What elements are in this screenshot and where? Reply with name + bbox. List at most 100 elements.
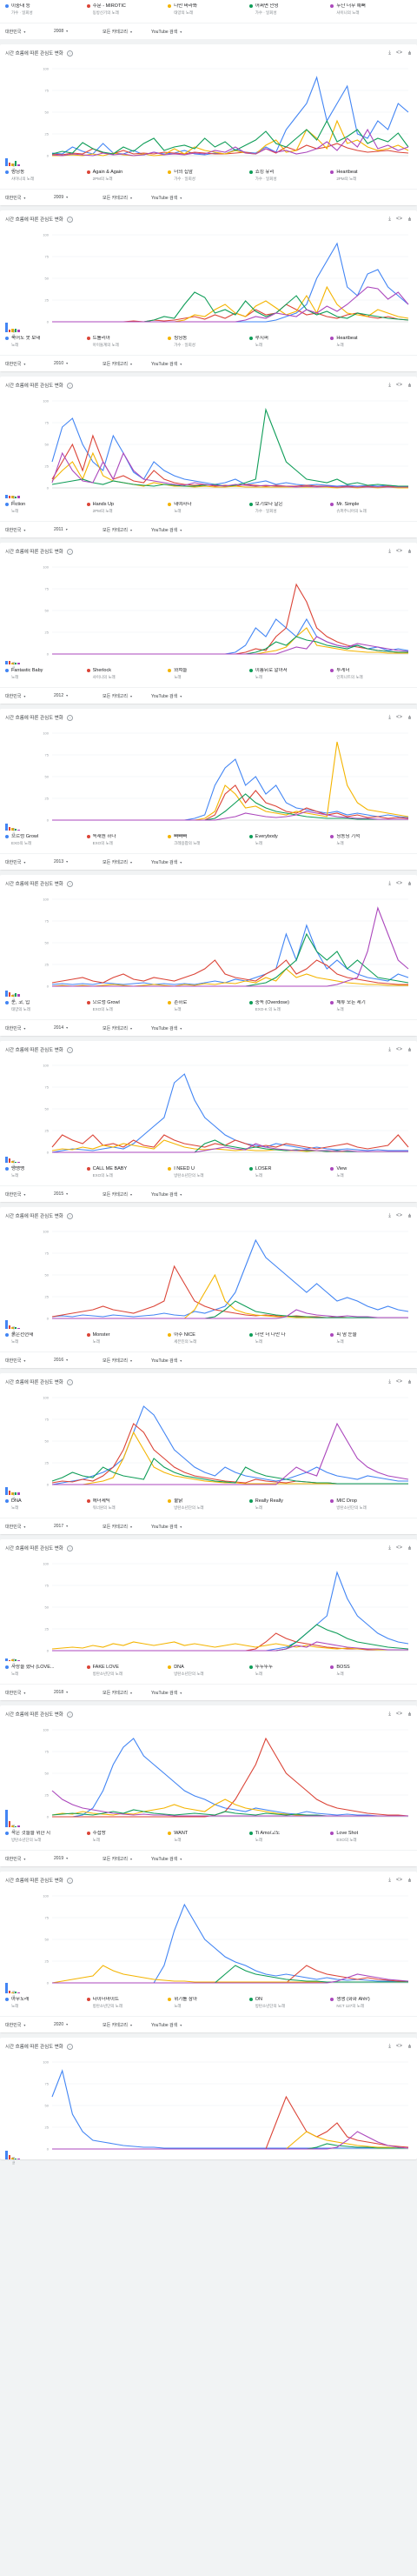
- search-term[interactable]: Heartbeat 2PM의 노래: [330, 170, 412, 189]
- search-term[interactable]: 눈, 코, 입 태양의 노래: [5, 1000, 87, 1019]
- help-icon[interactable]: ?: [66, 1877, 73, 1884]
- search-term[interactable]: Fantastic Baby 노래: [5, 668, 87, 687]
- series-line[interactable]: [52, 1571, 409, 1652]
- search-term[interactable]: 뚜두뚜두 노래: [248, 1665, 331, 1684]
- source-select[interactable]: YouTube 검색 ▾: [151, 1358, 182, 1364]
- series-line[interactable]: [51, 2069, 408, 2149]
- year-select[interactable]: 2009 ▾: [54, 195, 69, 200]
- search-term[interactable]: Hands Up 2PM의 노래: [86, 502, 169, 521]
- download-icon[interactable]: ⤓: [388, 548, 391, 554]
- series-line[interactable]: [52, 304, 409, 323]
- region-select[interactable]: 대한민국 ▾: [5, 1856, 26, 1862]
- series-line[interactable]: [52, 2131, 409, 2150]
- category-select[interactable]: 모든 카테고리 ▾: [103, 195, 133, 201]
- search-term[interactable]: I NEED U 방탄소년단의 노래: [168, 1166, 249, 1185]
- search-term[interactable]: 이중대 등 가수 · 일회성: [5, 3, 87, 23]
- embed-icon[interactable]: <>: [395, 714, 402, 720]
- embed-icon[interactable]: <>: [395, 1711, 402, 1717]
- help-icon[interactable]: ?: [66, 2043, 73, 2050]
- search-term[interactable]: 링딩동 가수 · 일회성: [168, 336, 249, 355]
- search-term[interactable]: 주접방 노래: [86, 1831, 169, 1850]
- series-line[interactable]: [51, 968, 408, 987]
- download-icon[interactable]: ⤓: [388, 1212, 391, 1218]
- source-select[interactable]: YouTube 검색 ▾: [151, 1191, 182, 1198]
- region-select[interactable]: 대한민국 ▾: [5, 29, 26, 35]
- search-term[interactable]: BOSS 노래: [330, 1665, 412, 1684]
- region-select[interactable]: 대한민국 ▾: [5, 1524, 26, 1530]
- search-term[interactable]: 내여자다 노래: [168, 502, 249, 521]
- search-term[interactable]: 이름뒤로 알아서 노래: [248, 668, 331, 687]
- series-line[interactable]: [52, 1903, 409, 1984]
- series-line[interactable]: [52, 1965, 408, 1984]
- share-icon[interactable]: ⋔: [407, 1545, 412, 1552]
- year-select[interactable]: 2020 ▾: [54, 2022, 69, 2027]
- search-term[interactable]: DNA 노래: [5, 1498, 87, 1518]
- search-term[interactable]: 누난 너무 예뻐 샤이니의 노래: [330, 3, 412, 23]
- series-line[interactable]: [52, 627, 408, 655]
- search-term[interactable]: 불닭 방탄소년단의 노래: [168, 1498, 249, 1518]
- series-line[interactable]: [52, 291, 409, 323]
- help-icon[interactable]: ?: [66, 216, 73, 223]
- search-term[interactable]: LOSER 노래: [248, 1166, 331, 1185]
- series-line[interactable]: [51, 1073, 408, 1153]
- region-select[interactable]: 대한민국 ▾: [5, 2022, 26, 2028]
- series-line[interactable]: [52, 784, 409, 821]
- embed-icon[interactable]: <>: [395, 216, 402, 222]
- download-icon[interactable]: ⤓: [388, 382, 391, 388]
- help-icon[interactable]: ?: [66, 714, 73, 721]
- share-icon[interactable]: ⋔: [407, 715, 412, 721]
- search-term[interactable]: View 노래: [330, 1166, 412, 1185]
- share-icon[interactable]: ⋔: [407, 881, 412, 887]
- series-line[interactable]: [52, 906, 409, 987]
- search-term[interactable]: 아주 NICE 세븐틴의 노래: [168, 1332, 249, 1351]
- embed-icon[interactable]: <>: [395, 2043, 402, 2049]
- search-term[interactable]: 다이너마이트 방탄소년단의 노래: [86, 1997, 169, 2016]
- series-line[interactable]: [52, 811, 408, 821]
- search-term[interactable]: 죽어도 못 보내 노래: [5, 336, 87, 355]
- series-line[interactable]: [52, 1431, 408, 1485]
- embed-icon[interactable]: <>: [395, 1212, 402, 1218]
- download-icon[interactable]: ⤓: [388, 880, 391, 886]
- search-term[interactable]: 빠빠빠 크레용팝의 노래: [168, 834, 249, 853]
- series-line[interactable]: [52, 285, 409, 323]
- search-term[interactable]: 사랑을 했다 (LOVE... 노래: [5, 1665, 87, 1684]
- series-line[interactable]: [51, 407, 408, 487]
- category-select[interactable]: 모든 카테고리 ▾: [103, 29, 133, 35]
- share-icon[interactable]: ⋔: [407, 2044, 412, 2050]
- search-term[interactable]: Everybody 노래: [248, 834, 331, 853]
- region-select[interactable]: 대한민국 ▾: [5, 361, 26, 367]
- category-select[interactable]: 모든 카테고리 ▾: [103, 1524, 133, 1530]
- series-line[interactable]: [52, 636, 409, 655]
- search-term[interactable]: 딩동딩 기적 노래: [330, 834, 412, 853]
- series-line[interactable]: [52, 1738, 408, 1818]
- download-icon[interactable]: ⤓: [388, 1711, 391, 1717]
- region-select[interactable]: 대한민국 ▾: [5, 1690, 26, 1696]
- download-icon[interactable]: ⤓: [388, 1046, 391, 1052]
- source-select[interactable]: YouTube 검색 ▾: [151, 693, 182, 699]
- series-line[interactable]: [52, 1143, 408, 1153]
- share-icon[interactable]: ⋔: [407, 1712, 412, 1718]
- help-icon[interactable]: ?: [66, 1711, 73, 1718]
- source-select[interactable]: YouTube 검색 ▾: [151, 859, 182, 865]
- series-line[interactable]: [51, 1238, 409, 1318]
- year-select[interactable]: 2017 ▾: [54, 1524, 69, 1529]
- category-select[interactable]: 모든 카테고리 ▾: [103, 693, 133, 699]
- region-select[interactable]: 대한민국 ▾: [5, 527, 26, 533]
- download-icon[interactable]: ⤓: [388, 2043, 391, 2049]
- series-line[interactable]: [51, 924, 409, 985]
- search-term[interactable]: 뱅뱅뱅 노래: [5, 1166, 87, 1185]
- search-term[interactable]: Really Really 노래: [248, 1498, 331, 1518]
- help-icon[interactable]: ?: [66, 1046, 73, 1053]
- series-line[interactable]: [52, 741, 409, 821]
- share-icon[interactable]: ⋔: [407, 1379, 412, 1385]
- search-term[interactable]: 트롤리아 아이돌계의 노래: [86, 336, 169, 355]
- search-term[interactable]: 너의 집앞 가수 · 일회성: [168, 170, 249, 189]
- download-icon[interactable]: ⤓: [388, 50, 391, 56]
- series-line[interactable]: [51, 417, 408, 487]
- search-term[interactable]: 주문 - MIROTIC 동방신기의 노래: [86, 3, 169, 23]
- search-term[interactable]: Love Shot EXO의 노래: [330, 1831, 412, 1850]
- year-select[interactable]: 2013 ▾: [54, 859, 69, 864]
- share-icon[interactable]: ⋔: [407, 217, 412, 223]
- category-select[interactable]: 모든 카테고리 ▾: [103, 2022, 133, 2028]
- series-line[interactable]: [52, 1965, 408, 1984]
